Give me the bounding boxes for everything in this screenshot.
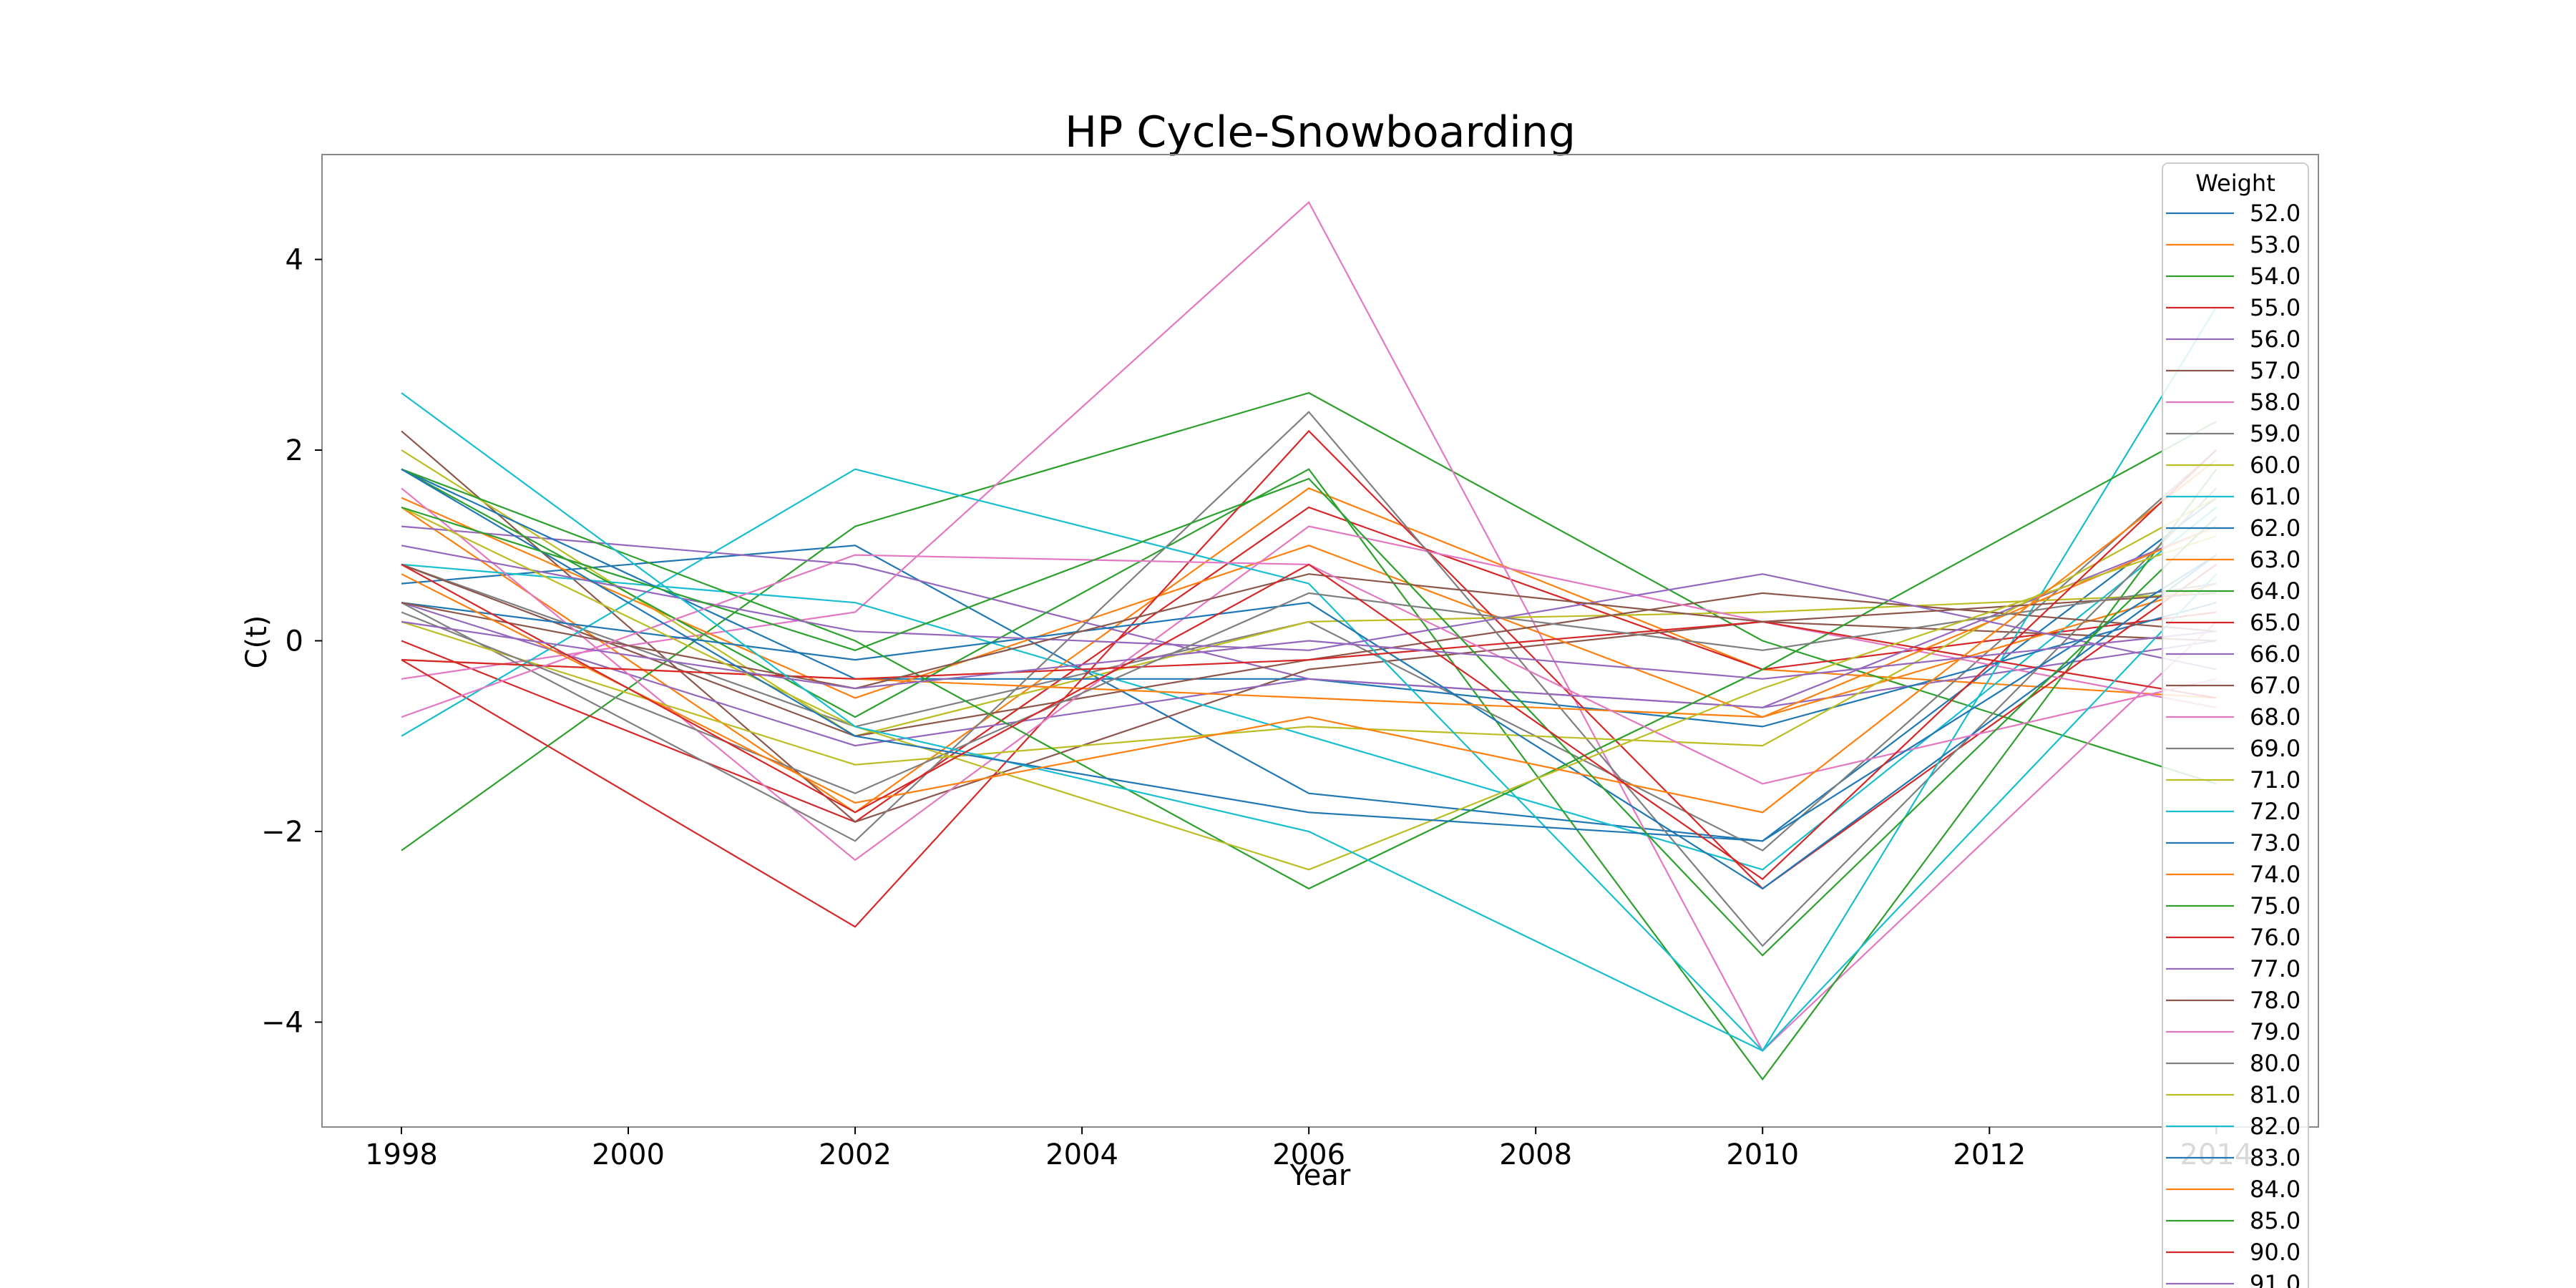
series-line [401, 487, 2217, 862]
series-line [401, 507, 2217, 871]
x-tick-label: 2008 [1499, 1138, 1572, 1171]
legend-entry-label: 83.0 [2250, 1144, 2301, 1171]
legend-entry-label: 84.0 [2250, 1176, 2301, 1203]
series-line [401, 497, 2217, 718]
legend-entry-label: 77.0 [2250, 955, 2301, 982]
y-tick-label: −4 [261, 1006, 303, 1039]
legend-entry-label: 62.0 [2250, 514, 2301, 542]
series-line [401, 429, 2217, 928]
legend-entry-label: 71.0 [2250, 766, 2301, 794]
legend-entry-label: 56.0 [2250, 326, 2301, 353]
series-line [401, 554, 2217, 890]
legend-entry-label: 63.0 [2250, 546, 2301, 573]
legend-box [2162, 162, 2309, 1288]
legend-entry-label: 53.0 [2250, 231, 2301, 258]
legend-entry-label: 72.0 [2250, 798, 2301, 825]
legend-entry-label: 74.0 [2250, 861, 2301, 888]
legend-entry-label: 81.0 [2250, 1081, 2301, 1108]
legend-entry-label: 91.0 [2250, 1270, 2301, 1288]
series-line [401, 582, 2217, 794]
x-tick-label: 2002 [819, 1138, 892, 1171]
x-tick-label: 2004 [1045, 1138, 1118, 1171]
legend-entry-label: 59.0 [2250, 420, 2301, 447]
y-tick-label: 0 [286, 625, 303, 658]
legend-entry-label: 69.0 [2250, 735, 2301, 762]
x-axis-label: Year [1289, 1159, 1351, 1192]
legend-entry-label: 75.0 [2250, 892, 2301, 919]
legend-entry-label: 57.0 [2250, 357, 2301, 384]
series-layer [401, 200, 2218, 1081]
legend-entry-label: 64.0 [2250, 577, 2301, 605]
y-tick-label: 4 [286, 244, 303, 277]
legend-entry-label: 60.0 [2250, 452, 2301, 479]
series-line [401, 459, 2217, 814]
legend-entry-label: 79.0 [2250, 1018, 2301, 1045]
legend-entry-label: 68.0 [2250, 703, 2301, 731]
x-tick-label: 2000 [592, 1138, 665, 1171]
series-line [401, 449, 2218, 881]
series-line [401, 411, 2218, 947]
legend-entry-label: 76.0 [2250, 924, 2301, 951]
legend-entry-label: 54.0 [2250, 263, 2301, 290]
legend-entry-label: 85.0 [2250, 1207, 2301, 1234]
x-tick-label: 2010 [1726, 1138, 1799, 1171]
legend-entry-label: 61.0 [2250, 483, 2301, 510]
legend-entry-label: 52.0 [2250, 200, 2301, 227]
legend-entry-label: 58.0 [2250, 389, 2301, 416]
legend-entry-label: 90.0 [2250, 1239, 2301, 1266]
y-tick-label: −2 [261, 816, 303, 849]
series-line [401, 421, 2217, 890]
series-line [401, 468, 2217, 842]
y-tick-label: 2 [286, 434, 303, 467]
legend-entry-label: 65.0 [2250, 609, 2301, 636]
series-line [401, 620, 2217, 699]
legend-entry-label: 80.0 [2250, 1050, 2301, 1077]
legend-entry-label: 73.0 [2250, 829, 2301, 857]
legend-entry-label: 78.0 [2250, 987, 2301, 1014]
series-line [401, 306, 2218, 1053]
legend-entry-label: 67.0 [2250, 672, 2301, 699]
series-line [401, 487, 2217, 814]
series-line [401, 573, 2217, 690]
series-line [401, 477, 2218, 957]
legend-title: Weight [2195, 170, 2275, 197]
legend-entry-label: 66.0 [2250, 640, 2301, 668]
chart-title: HP Cycle-Snowboarding [1065, 107, 1576, 157]
legend-entry-label: 55.0 [2250, 294, 2301, 321]
x-tick-label: 2006 [1272, 1138, 1345, 1171]
series-line [401, 468, 2218, 1081]
legend-entry-label: 82.0 [2250, 1113, 2301, 1140]
series-line [401, 392, 2218, 1052]
x-tick-label: 1998 [365, 1138, 438, 1171]
y-axis-label: C(t) [240, 615, 273, 669]
series-line [401, 620, 2217, 690]
x-tick-label: 2012 [1953, 1138, 2026, 1171]
legend: Weight 52.0 53.0 54.0 55.0 56.0 57.0 58.0 59.0 60… [2162, 162, 2309, 1288]
